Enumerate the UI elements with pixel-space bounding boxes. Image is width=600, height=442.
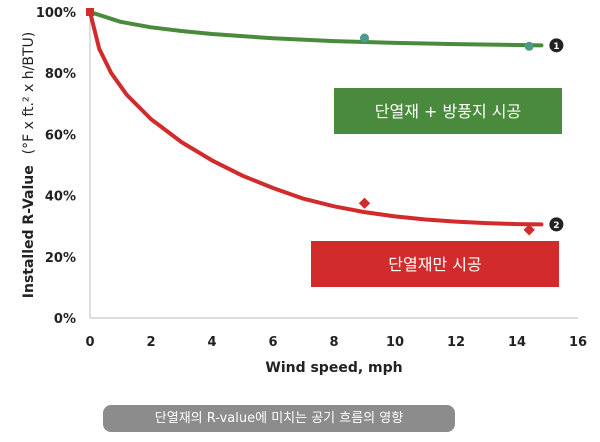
x-tick-label: 2: [146, 335, 155, 350]
data-point: [360, 33, 369, 43]
y-tick-label: 80%: [45, 67, 76, 82]
x-tick-labels: 0 2 4 6 8 10 12 14 16: [85, 335, 587, 350]
data-point: [358, 197, 371, 209]
x-tick-label: 16: [569, 335, 587, 350]
y-tick-label: 40%: [45, 190, 76, 205]
y-tick-label: 60%: [45, 128, 76, 143]
legend-box-bg-series-2: [311, 241, 559, 287]
legend-label-series-2: 단열재만 시공: [388, 255, 481, 274]
y-axis-title: Installed R-Value (°F x ft.² x h/BTU): [21, 32, 37, 298]
y-tick-label: 100%: [36, 6, 76, 21]
y-axis-label: Installed R-Value: [21, 165, 37, 298]
y-tick-label: 20%: [45, 251, 76, 266]
series-2-number: 2: [553, 221, 559, 231]
series-2-number-marker: [549, 217, 564, 232]
x-tick-label: 0: [85, 335, 94, 350]
x-tick-label: 10: [386, 335, 404, 350]
x-tick-label: 14: [508, 335, 526, 350]
data-point: [523, 224, 535, 236]
y-tick-labels: 0% 20% 40% 60% 80% 100%: [36, 6, 76, 327]
y-axis-unit: (°F x ft.² x h/BTU): [21, 32, 37, 155]
series-1-number: 1: [553, 42, 559, 52]
series-layer: 12: [86, 8, 564, 236]
series-1-curve: [88, 10, 544, 48]
data-point: [86, 8, 94, 16]
series-1-number-marker: [549, 38, 564, 53]
legend-box-bg-series-1: [334, 88, 562, 134]
figure-caption: 단열재의 R-value에 미치는 공기 흐름의 영향: [103, 405, 455, 432]
legend-label-series-1: 단열재 + 방풍지 시공: [375, 102, 521, 121]
x-tick-label: 6: [268, 335, 277, 350]
x-tick-label: 12: [447, 335, 465, 350]
series-2-curve: [88, 10, 544, 227]
y-tick-label: 0%: [54, 312, 76, 327]
x-tick-label: 4: [207, 335, 216, 350]
x-tick-label: 8: [329, 335, 338, 350]
legend-box-series-1: 단열재 + 방풍지 시공: [334, 88, 562, 134]
legend-box-series-2: 단열재만 시공: [311, 241, 559, 287]
x-axis-title: Wind speed, mph: [265, 360, 402, 376]
data-point: [524, 41, 534, 51]
